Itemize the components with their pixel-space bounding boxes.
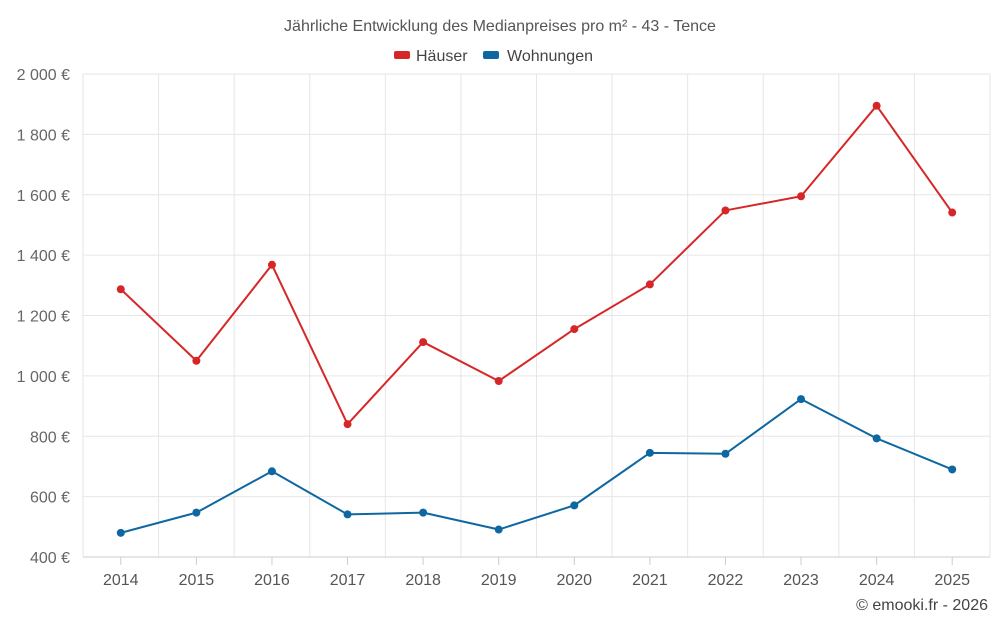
data-point-wohnungen[interactable]: 2023: 923: [797, 395, 806, 404]
legend-swatch-hauser[interactable]: [394, 51, 410, 59]
data-point-hauser[interactable]: 2015: 1050: [192, 356, 201, 365]
gridlines: [82, 73, 991, 557]
y-tick-label: 800 €: [30, 429, 70, 446]
data-point-wohnungen[interactable]: 2020: 571: [570, 501, 579, 510]
data-point-wohnungen[interactable]: 2014: 480: [116, 528, 125, 537]
data-point-hauser[interactable]: 2022: 1548: [721, 206, 730, 215]
legend[interactable]: Häuser Wohnungen: [394, 48, 593, 65]
data-point-wohnungen[interactable]: 2017: 541: [343, 510, 352, 519]
data-point-wohnungen[interactable]: 2024: 793: [872, 434, 881, 443]
y-tick-label: 1 200 €: [17, 309, 70, 326]
axes: [83, 556, 990, 565]
data-point-hauser[interactable]: 2016: 1368: [267, 260, 276, 269]
x-tick-label: 2024: [859, 572, 895, 589]
x-tick-label: 2016: [254, 572, 290, 589]
y-axis-tick-labels: 400 € 600 € 800 € 1 000 € 1 200 € 1 400 € 1 60…: [17, 67, 70, 567]
x-tick-label: 2014: [103, 572, 139, 589]
series: 2014: 12872015: 10502016: 13682017: 8402…: [116, 101, 957, 537]
y-tick-label: 2 000 €: [17, 67, 70, 84]
data-point-hauser[interactable]: 2020: 1155: [570, 325, 579, 334]
data-point-wohnungen[interactable]: 2019: 491: [494, 525, 503, 534]
legend-label-hauser[interactable]: Häuser: [416, 48, 468, 65]
data-point-wohnungen[interactable]: 2016: 684: [267, 467, 276, 476]
series-line-hauser: [120, 104, 954, 426]
data-point-hauser[interactable]: 2017: 840: [343, 420, 352, 429]
data-point-wohnungen[interactable]: 2025: 690: [948, 465, 957, 474]
series-line-wohnungen: [120, 398, 953, 534]
y-tick-label: 600 €: [30, 490, 70, 507]
x-tick-label: 2017: [330, 572, 366, 589]
y-tick-label: 1 000 €: [17, 369, 70, 386]
legend-swatch-wohnungen[interactable]: [483, 51, 499, 59]
y-tick-label: 400 €: [30, 550, 70, 567]
chart-title: Jährliche Entwicklung des Medianpreises …: [284, 18, 716, 35]
data-point-hauser[interactable]: 2025: 1541: [948, 208, 957, 217]
data-point-wohnungen[interactable]: 2021: 745: [645, 448, 654, 457]
data-point-wohnungen[interactable]: 2018: 547: [419, 508, 428, 517]
x-tick-label: 2023: [783, 572, 819, 589]
data-point-hauser[interactable]: 2014: 1287: [116, 285, 125, 294]
series-wohnungen: 2014: 480 2015: 547 2016: 684 2017: 541 2018…: [116, 395, 957, 537]
data-point-hauser[interactable]: 2019: 983: [494, 377, 503, 386]
data-point-hauser[interactable]: 2023: 1595: [797, 192, 806, 201]
y-tick-label: 1 800 €: [17, 127, 70, 144]
y-tick-label: 1 600 €: [17, 188, 70, 205]
x-tick-label: 2025: [934, 572, 970, 589]
x-tick-label: 2020: [556, 572, 592, 589]
x-tick-label: 2018: [405, 572, 441, 589]
data-point-hauser[interactable]: 2024: 1895: [872, 101, 881, 110]
x-tick-label: 2022: [708, 572, 744, 589]
data-point-hauser[interactable]: 2018: 1112: [419, 338, 428, 347]
y-tick-label: 1 400 €: [17, 248, 70, 265]
x-axis-tick-labels: 2014 2015 2016 2017 2018 2019 2020 2021 2022 2023…: [103, 572, 970, 589]
legend-label-wohnungen[interactable]: Wohnungen: [507, 48, 593, 65]
data-point-wohnungen[interactable]: 2022: 742: [721, 449, 730, 458]
x-tick-label: 2019: [481, 572, 517, 589]
data-point-wohnungen[interactable]: 2015: 547: [192, 508, 201, 517]
data-point-hauser[interactable]: 2021: 1303: [645, 280, 654, 289]
x-tick-label: 2015: [179, 572, 215, 589]
series-hauser: 2014: 1287 2015: 1050 2016: 1368 2017: 840 2…: [116, 101, 957, 429]
x-tick-label: 2021: [632, 572, 668, 589]
credit-text: © emooki.fr - 2026: [856, 597, 988, 614]
